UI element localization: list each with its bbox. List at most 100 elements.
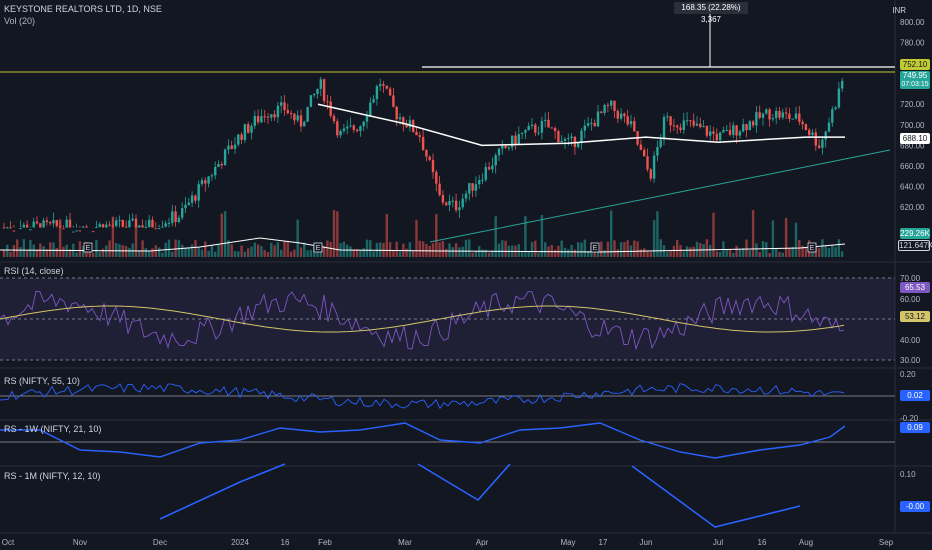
volume-bar (633, 240, 636, 257)
candle-body (187, 202, 190, 205)
candle-body (507, 147, 511, 149)
candle-body (484, 167, 487, 180)
volume-bar (16, 239, 19, 257)
candle-body (461, 198, 464, 208)
candle-body (775, 110, 778, 119)
volume-bar (91, 252, 95, 257)
candle-body (184, 204, 187, 209)
x-tick: 16 (281, 538, 290, 547)
rsi-ma-line (0, 305, 845, 333)
volume-bar (778, 252, 781, 257)
volume-bar (784, 217, 788, 257)
candle-body (672, 125, 676, 127)
volume-bar (385, 214, 388, 257)
volume-bar (619, 242, 623, 257)
candle-body (91, 231, 95, 233)
candle-body (722, 130, 725, 133)
candle-body (124, 226, 128, 228)
volume-bar (732, 252, 735, 257)
candle-body (72, 231, 75, 233)
candle-body (613, 100, 616, 111)
volume-bar (458, 247, 461, 257)
volume-bar (580, 242, 583, 257)
volume-bar (824, 246, 827, 257)
volume-bar (131, 243, 134, 257)
candle-body (537, 132, 540, 134)
candle-body (68, 219, 72, 228)
volume-bar (636, 241, 639, 257)
candle-body (385, 85, 388, 89)
volume-bar (207, 250, 210, 257)
candle-body (313, 93, 316, 96)
candle-body (709, 131, 712, 136)
candle-body (329, 101, 332, 116)
candle-body (458, 207, 461, 211)
volume-label: Vol (20) (4, 16, 36, 26)
volume-bar (181, 244, 184, 257)
candle-body (303, 121, 306, 127)
volume-bar (709, 244, 712, 257)
volume-bar (388, 241, 392, 257)
volume-bar (276, 242, 280, 257)
volume-bar (639, 249, 643, 257)
volume-bar (527, 251, 530, 257)
candle-body (804, 124, 808, 130)
candle-body (19, 228, 22, 230)
volume-bar (283, 240, 286, 257)
candle-body (375, 86, 379, 100)
volume-bar (289, 251, 293, 257)
rs55-label: RS (NIFTY, 55, 10) (4, 376, 80, 386)
volume-bar (669, 251, 672, 257)
volume-bar (128, 247, 131, 257)
volume-bar (421, 241, 425, 257)
volume-bar (570, 244, 573, 257)
upper-line-badge: 752.10 (900, 59, 930, 70)
volume-bar (157, 247, 161, 257)
candle-body (306, 106, 309, 122)
volume-bar (811, 248, 814, 257)
earnings-marker-label: E (810, 245, 815, 252)
candle-body (342, 128, 346, 132)
volume-bar (78, 241, 82, 257)
candle-body (438, 183, 441, 195)
rs1m-label: RS - 1M (NIFTY, 12, 10) (4, 471, 101, 481)
rsi-label: RSI (14, close) (4, 266, 64, 276)
volume-bar (253, 242, 256, 257)
volume-bar (692, 246, 695, 257)
volume-bar (2, 249, 6, 257)
volume-bar (775, 248, 778, 257)
candle-body (626, 116, 629, 125)
candle-body (270, 114, 273, 118)
volume-badge: 229.26K (900, 228, 930, 239)
candle-body (758, 112, 761, 118)
candle-body (623, 113, 626, 117)
candle-body (481, 179, 484, 181)
volume-bar (306, 250, 309, 257)
candle-body (388, 88, 392, 96)
candle-body (834, 107, 837, 110)
candle-body (563, 138, 567, 141)
volume-bar (194, 240, 197, 257)
volume-bar (613, 240, 616, 257)
candle-body (616, 110, 619, 119)
candle-body (144, 227, 148, 229)
indicator-tick: 0.20 (900, 370, 916, 379)
volume-bar (45, 249, 49, 257)
volume-bar (742, 248, 745, 257)
candle-body (464, 193, 468, 199)
volume-bar (649, 252, 652, 257)
candle-body (29, 229, 32, 231)
volume-bar (9, 251, 12, 257)
volume-bar (817, 248, 821, 257)
volume-bar (712, 212, 715, 257)
candle-body (174, 211, 177, 222)
indicator-tick: 30.00 (900, 356, 921, 365)
volume-bar (827, 248, 831, 257)
candle-body (319, 79, 322, 89)
volume-bar (428, 245, 431, 257)
candle-body (230, 145, 233, 149)
earnings-marker-label: E (316, 245, 321, 252)
volume-bar (352, 249, 355, 257)
candle-body (256, 116, 260, 123)
candle-body (243, 124, 247, 140)
